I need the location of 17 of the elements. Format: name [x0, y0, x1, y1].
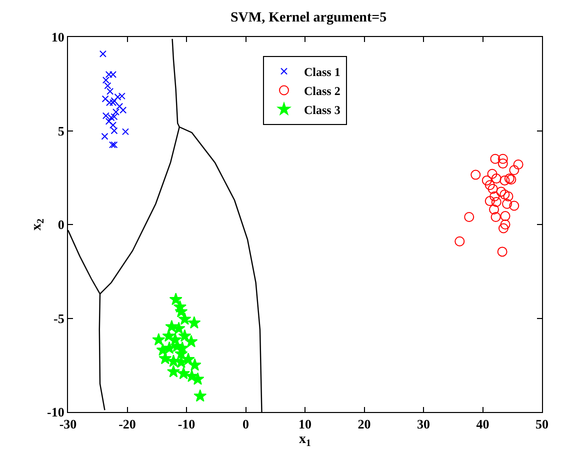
y-tick-label: 0 [58, 217, 64, 232]
x-tick-label: 40 [476, 416, 490, 432]
legend-label: Class 1 [304, 64, 340, 79]
x-tick-label: 50 [536, 416, 548, 432]
legend-label: Class 3 [304, 102, 340, 117]
chart-title: SVM, Kernel argument=5 [230, 10, 387, 26]
x-tick-label: 10 [298, 416, 312, 432]
y-tick-label: -5 [54, 310, 65, 326]
y-tick-label: 10 [51, 30, 64, 45]
y-tick-label: 5 [58, 123, 65, 138]
x-tick-label: 0 [242, 416, 249, 432]
x-tick-label: -20 [118, 416, 136, 432]
x-tick-label: 30 [417, 416, 430, 432]
x-axis-title: x$_{1}$ [299, 432, 312, 449]
legend-label: Class 2 [304, 84, 340, 98]
x-tick-label: 20 [358, 416, 371, 432]
x-tick-label: -10 [178, 416, 196, 432]
